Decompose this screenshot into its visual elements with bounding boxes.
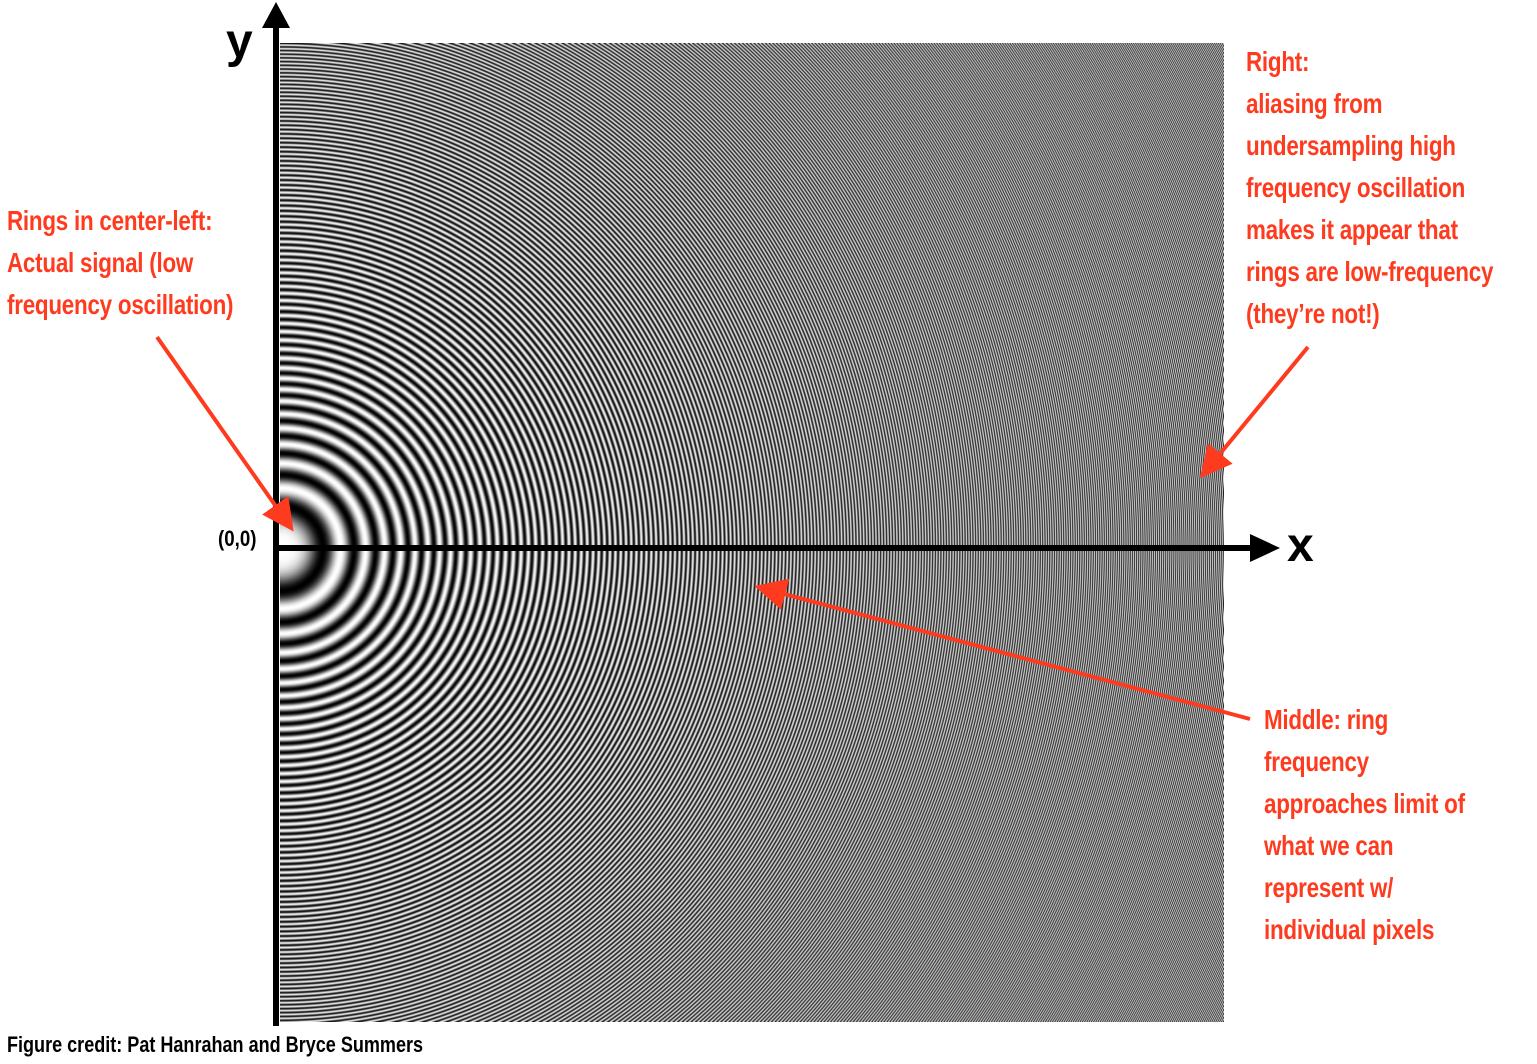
zone-plate-image [280, 43, 1224, 1022]
middle-annotation-line: individual pixels [1264, 914, 1435, 945]
right-annotation-line: (they’re not!) [1246, 298, 1380, 329]
left-annotation-line: Rings in center-left: [7, 205, 213, 236]
figure-credit: Figure credit: Pat Hanrahan and Bryce Su… [7, 1032, 424, 1057]
right-annotation-line: rings are low-frequency [1246, 256, 1494, 287]
left-arrow [155, 335, 294, 532]
middle-annotation-line: Middle: ring [1264, 704, 1389, 735]
right-annotation-line: Right: [1246, 46, 1310, 77]
x-axis-arrowhead [1250, 534, 1280, 562]
middle-annotation-line: approaches limit of [1264, 788, 1465, 819]
left-annotation-line: frequency oscillation) [7, 289, 234, 320]
left-annotation-line: Actual signal (low [7, 247, 194, 278]
right-annotation-line: aliasing from [1246, 88, 1383, 119]
right-annotation: Right: aliasing from undersampling high … [1246, 41, 1493, 335]
middle-annotation-line: represent w/ [1264, 872, 1394, 903]
right-annotation-line: makes it appear that [1246, 214, 1458, 245]
middle-annotation-line: what we can [1264, 830, 1394, 861]
origin-label: (0,0) [218, 526, 257, 551]
right-annotation-line: frequency oscillation [1246, 172, 1466, 203]
y-axis-arrowhead [262, 2, 290, 28]
x-axis-label: x [1287, 519, 1314, 572]
middle-annotation: Middle: ring frequency approaches limit … [1264, 699, 1465, 951]
middle-arrow [754, 578, 1251, 721]
y-axis-label: y [226, 15, 253, 68]
middle-annotation-line: frequency [1264, 746, 1369, 777]
right-arrow [1199, 345, 1310, 479]
left-annotation: Rings in center-left: Actual signal (low… [7, 200, 233, 326]
right-annotation-line: undersampling high [1246, 130, 1456, 161]
